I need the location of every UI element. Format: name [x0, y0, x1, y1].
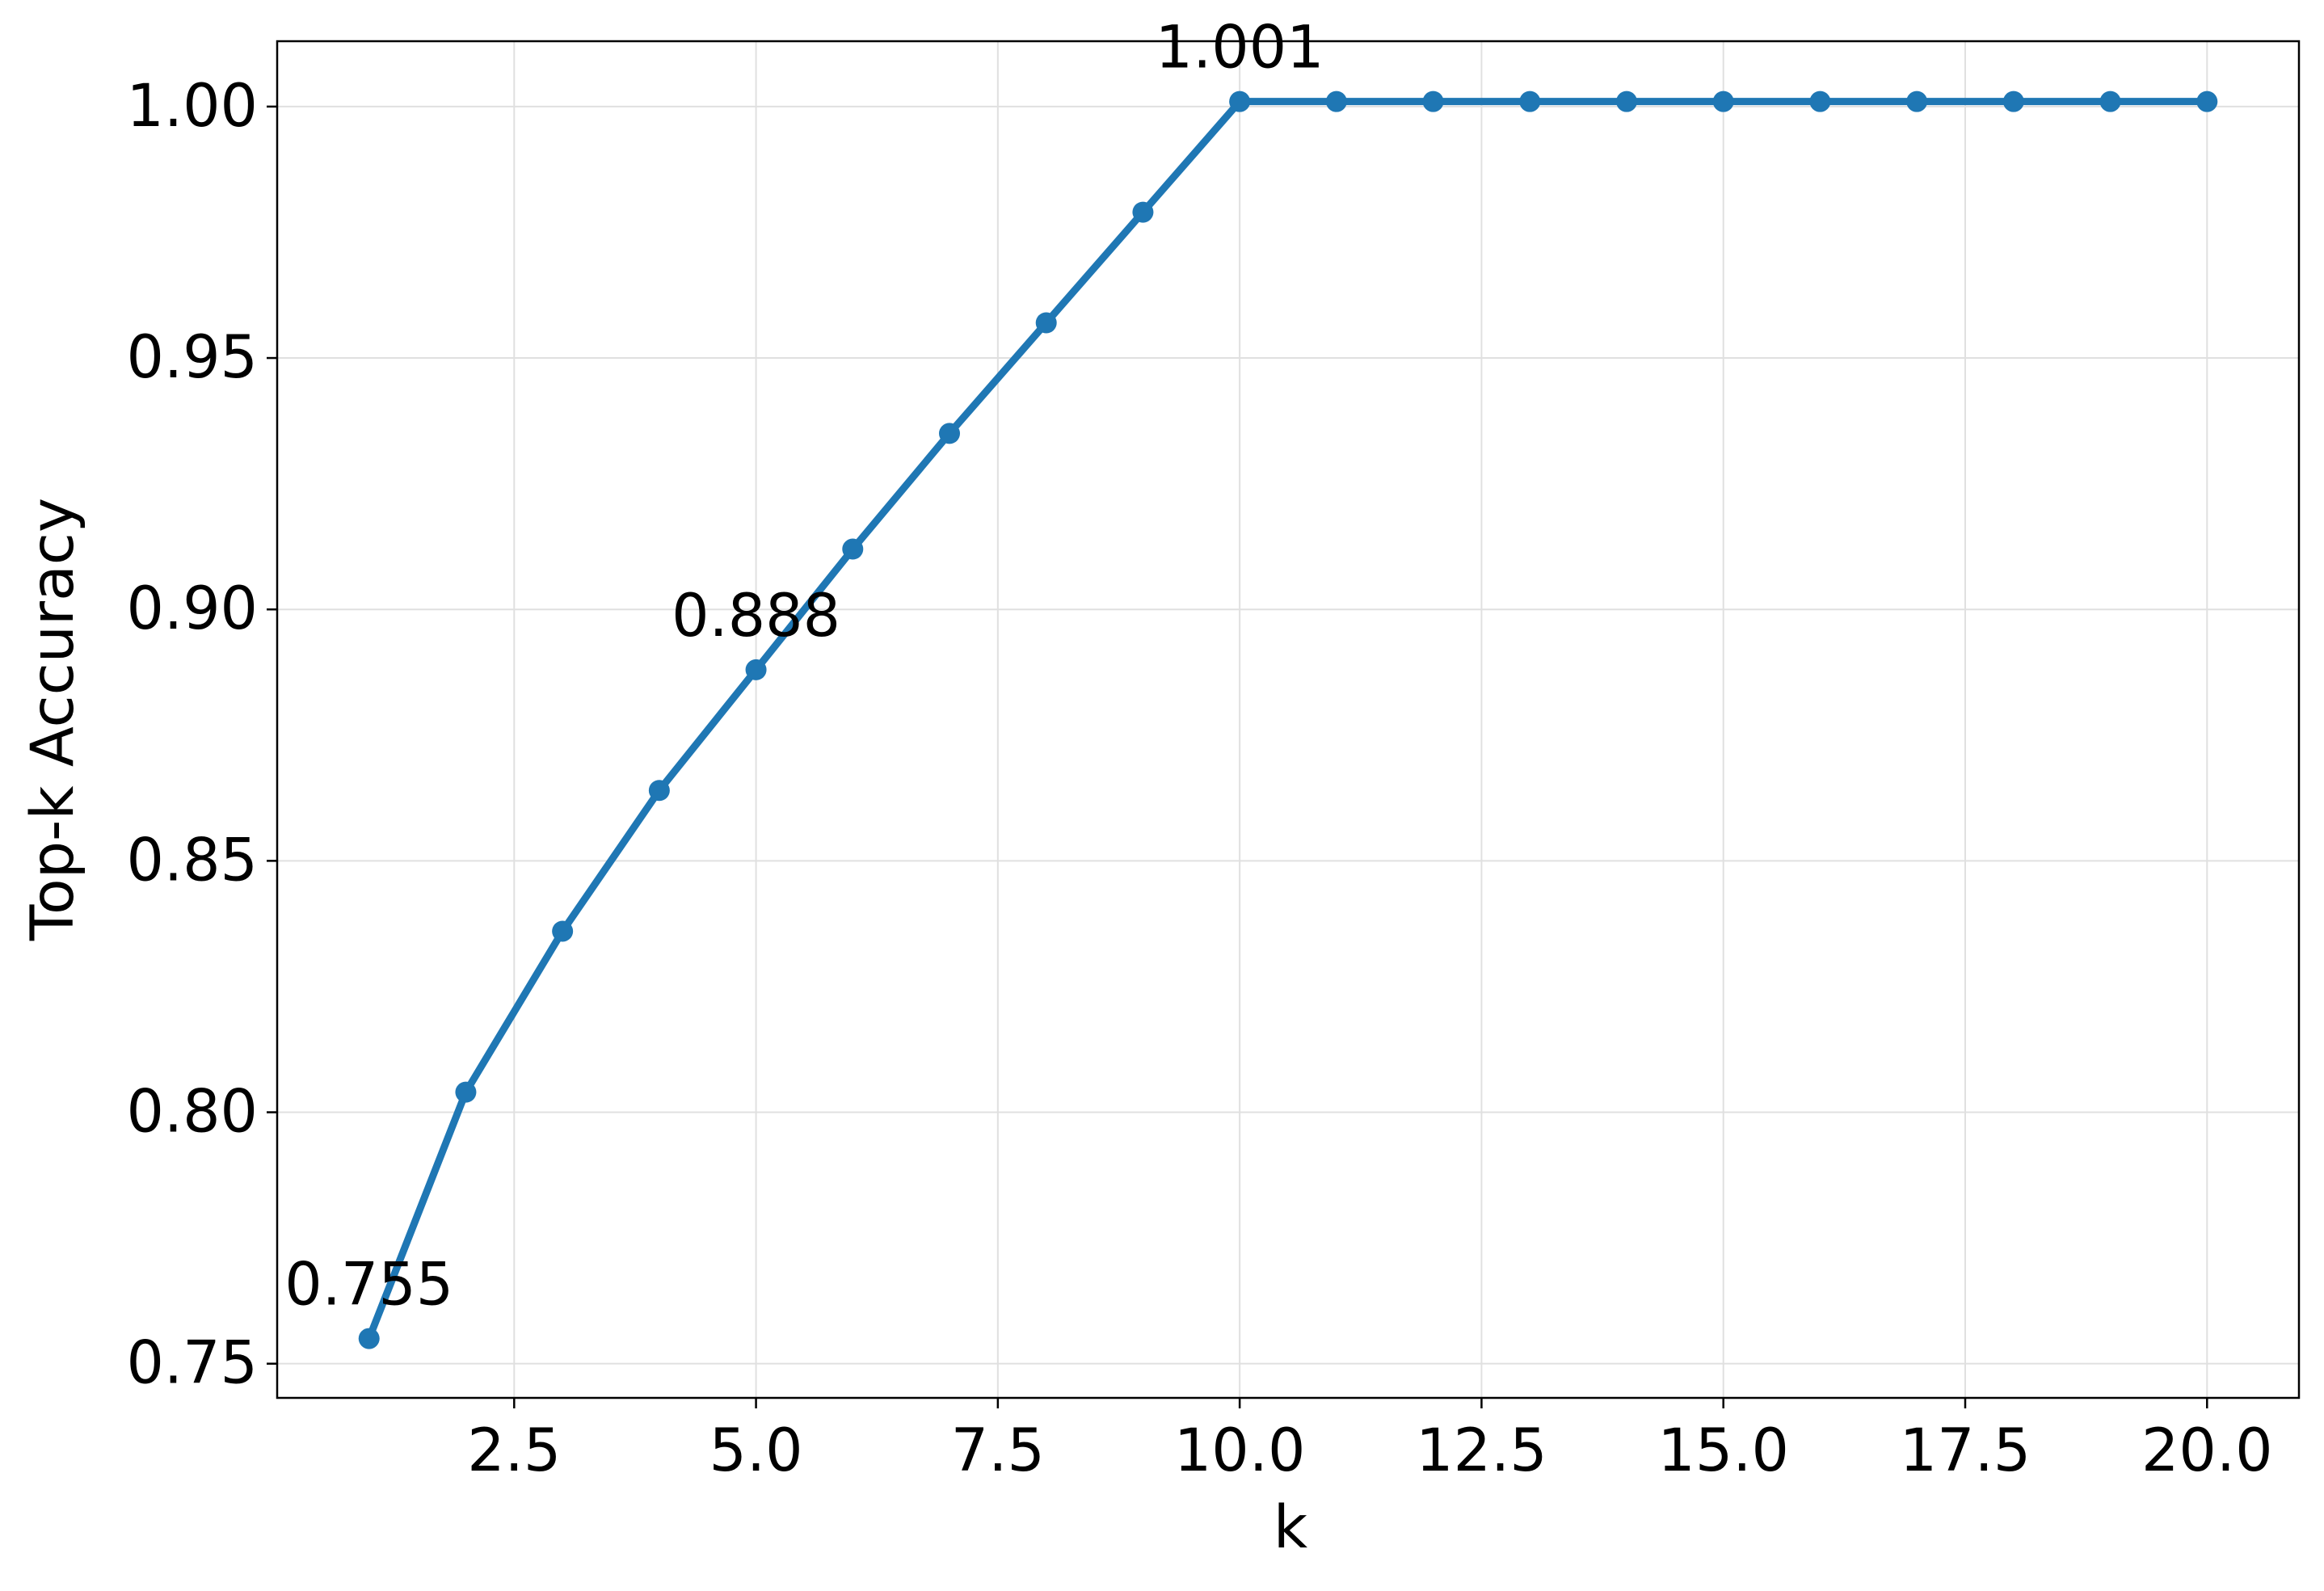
plot-frame: [276, 40, 2301, 1399]
point: [2002, 90, 2024, 112]
point: [1325, 90, 1347, 112]
x-tick-label: 17.5: [1900, 1416, 2031, 1485]
y-tick-label: 0.90: [126, 575, 258, 643]
y-tick-label: 1.00: [126, 72, 258, 141]
x-tick-label: 2.5: [467, 1416, 561, 1485]
point: [1035, 312, 1057, 334]
point: [842, 538, 864, 560]
y-tick-label: 0.80: [126, 1078, 258, 1147]
point: [2099, 90, 2121, 112]
point: [1422, 90, 1444, 112]
point: [939, 423, 961, 444]
x-tick-label: 15.0: [1657, 1416, 1789, 1485]
point: [745, 659, 767, 680]
point: [1229, 90, 1251, 112]
data-label: 0.888: [672, 582, 840, 650]
point: [1519, 90, 1541, 112]
data-label: 0.755: [284, 1251, 453, 1320]
line: [365, 98, 2208, 1341]
x-tick-label: 20.0: [2141, 1416, 2273, 1485]
y-tick-label: 0.95: [126, 323, 258, 392]
point: [358, 1328, 380, 1349]
x-axis-label: k: [1274, 1493, 1308, 1562]
x-tick-label: 5.0: [709, 1416, 803, 1485]
y-axis-label: Top-k Accuracy: [19, 498, 87, 941]
y-tick-label: 0.85: [126, 826, 258, 894]
point: [1132, 201, 1154, 223]
data-label: 1.001: [1156, 14, 1324, 82]
x-tick-label: 12.5: [1416, 1416, 1547, 1485]
x-tick-label: 7.5: [951, 1416, 1045, 1485]
point: [552, 920, 574, 942]
point: [455, 1081, 477, 1103]
point: [648, 780, 670, 802]
point: [1906, 90, 1928, 112]
y-tick-label: 0.75: [126, 1329, 258, 1398]
x-tick-label: 10.0: [1174, 1416, 1306, 1485]
point: [1712, 90, 1734, 112]
point: [2196, 90, 2218, 112]
point: [1615, 90, 1637, 112]
point: [1809, 90, 1831, 112]
